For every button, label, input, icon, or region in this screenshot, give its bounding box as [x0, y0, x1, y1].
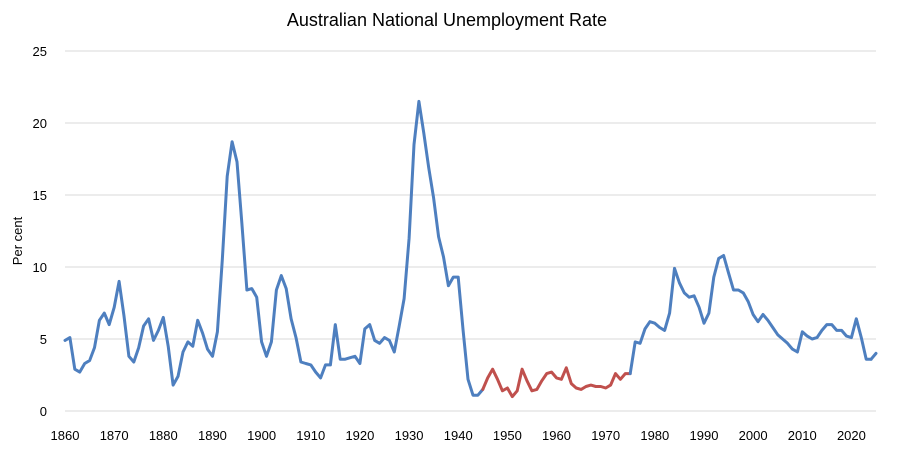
- x-tick-label: 2010: [788, 428, 817, 443]
- y-tick-label: 25: [33, 44, 47, 59]
- chart-title: Australian National Unemployment Rate: [287, 10, 607, 30]
- x-tick-label: 1860: [51, 428, 80, 443]
- x-tick-label: 1900: [247, 428, 276, 443]
- x-tick-label: 2020: [837, 428, 866, 443]
- series-lines: [63, 99, 878, 399]
- x-tick-label: 2000: [739, 428, 768, 443]
- y-tick-label: 10: [33, 260, 47, 275]
- series-line-0: [63, 99, 485, 397]
- x-tick-labels: 1860 1870 1880 1890 1900 1910 1920 1930 1940 1950…: [51, 428, 866, 443]
- gridlines: [65, 50, 876, 412]
- y-tick-label: 0: [40, 404, 47, 419]
- x-tick-label: 1930: [395, 428, 424, 443]
- x-tick-label: 1940: [444, 428, 473, 443]
- x-tick-label: 1870: [100, 428, 129, 443]
- y-tick-label: 20: [33, 116, 47, 131]
- series-line-3: [869, 351, 878, 361]
- y-tick-label: 15: [33, 188, 47, 203]
- x-tick-label: 1880: [149, 428, 178, 443]
- series-line-1: [481, 366, 632, 399]
- x-tick-label: 1960: [542, 428, 571, 443]
- x-tick-label: 1920: [345, 428, 374, 443]
- y-axis-label: Per cent: [10, 216, 25, 265]
- x-tick-label: 1990: [690, 428, 719, 443]
- y-tick-labels: 0 5 10 15 20 25: [33, 44, 47, 419]
- x-tick-label: 1910: [296, 428, 325, 443]
- x-tick-label: 1890: [198, 428, 227, 443]
- y-tick-label: 5: [40, 332, 47, 347]
- x-tick-label: 1980: [640, 428, 669, 443]
- x-tick-label: 1950: [493, 428, 522, 443]
- x-tick-label: 1970: [591, 428, 620, 443]
- series-line-2: [628, 254, 873, 376]
